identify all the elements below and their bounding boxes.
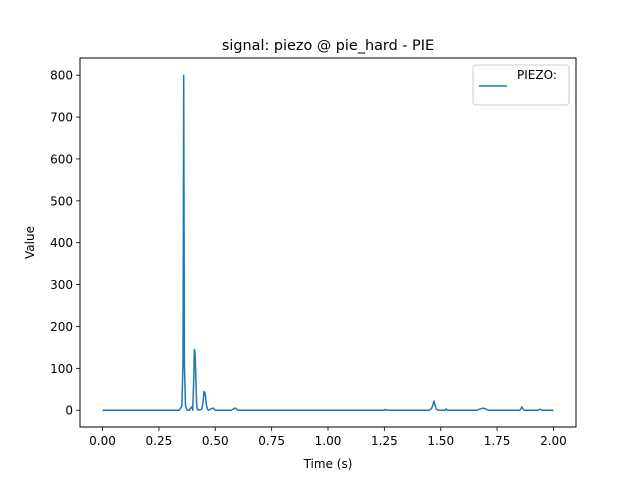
x-tick-label: 0.25	[146, 434, 173, 448]
y-axis: 0 100 200 300 400 500 600 700 800	[50, 69, 80, 418]
plot-area	[102, 74, 554, 411]
y-tick-label: 400	[50, 236, 73, 250]
y-tick-label: 700	[50, 111, 73, 125]
y-tick-label: 200	[50, 320, 73, 334]
legend: PIEZO:	[472, 64, 570, 106]
axes-frame	[79, 57, 577, 428]
x-tick-label: 1.75	[484, 434, 511, 448]
y-tick-label: 0	[65, 404, 73, 418]
legend-box	[472, 64, 570, 106]
x-tick-label: 1.00	[315, 434, 342, 448]
y-tick-label: 800	[50, 69, 73, 83]
x-tick-label: 2.00	[540, 434, 567, 448]
y-tick-label: 300	[50, 278, 73, 292]
series-line-piezo	[102, 74, 554, 411]
x-tick-label: 0.50	[202, 434, 229, 448]
x-tick-label: 0.00	[89, 434, 116, 448]
x-axis: 0.00 0.25 0.50 0.75 1.00 1.25 1.50 1.75 2.00	[89, 427, 567, 448]
x-tick-label: 1.50	[427, 434, 454, 448]
x-tick-label: 1.25	[371, 434, 398, 448]
y-tick-label: 100	[50, 362, 73, 376]
x-tick-label: 0.75	[258, 434, 285, 448]
legend-label-piezo: PIEZO:	[517, 68, 557, 82]
y-tick-label: 600	[50, 152, 73, 166]
y-tick-label: 500	[50, 194, 73, 208]
chart-title: signal: piezo @ pie_hard - PIE	[222, 38, 434, 54]
y-axis-label: Value	[23, 226, 37, 259]
x-axis-label: Time (s)	[303, 457, 353, 471]
